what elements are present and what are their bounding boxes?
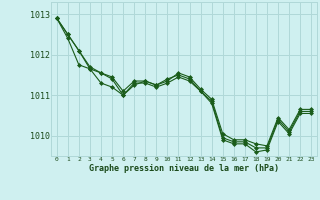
X-axis label: Graphe pression niveau de la mer (hPa): Graphe pression niveau de la mer (hPa): [89, 164, 279, 173]
